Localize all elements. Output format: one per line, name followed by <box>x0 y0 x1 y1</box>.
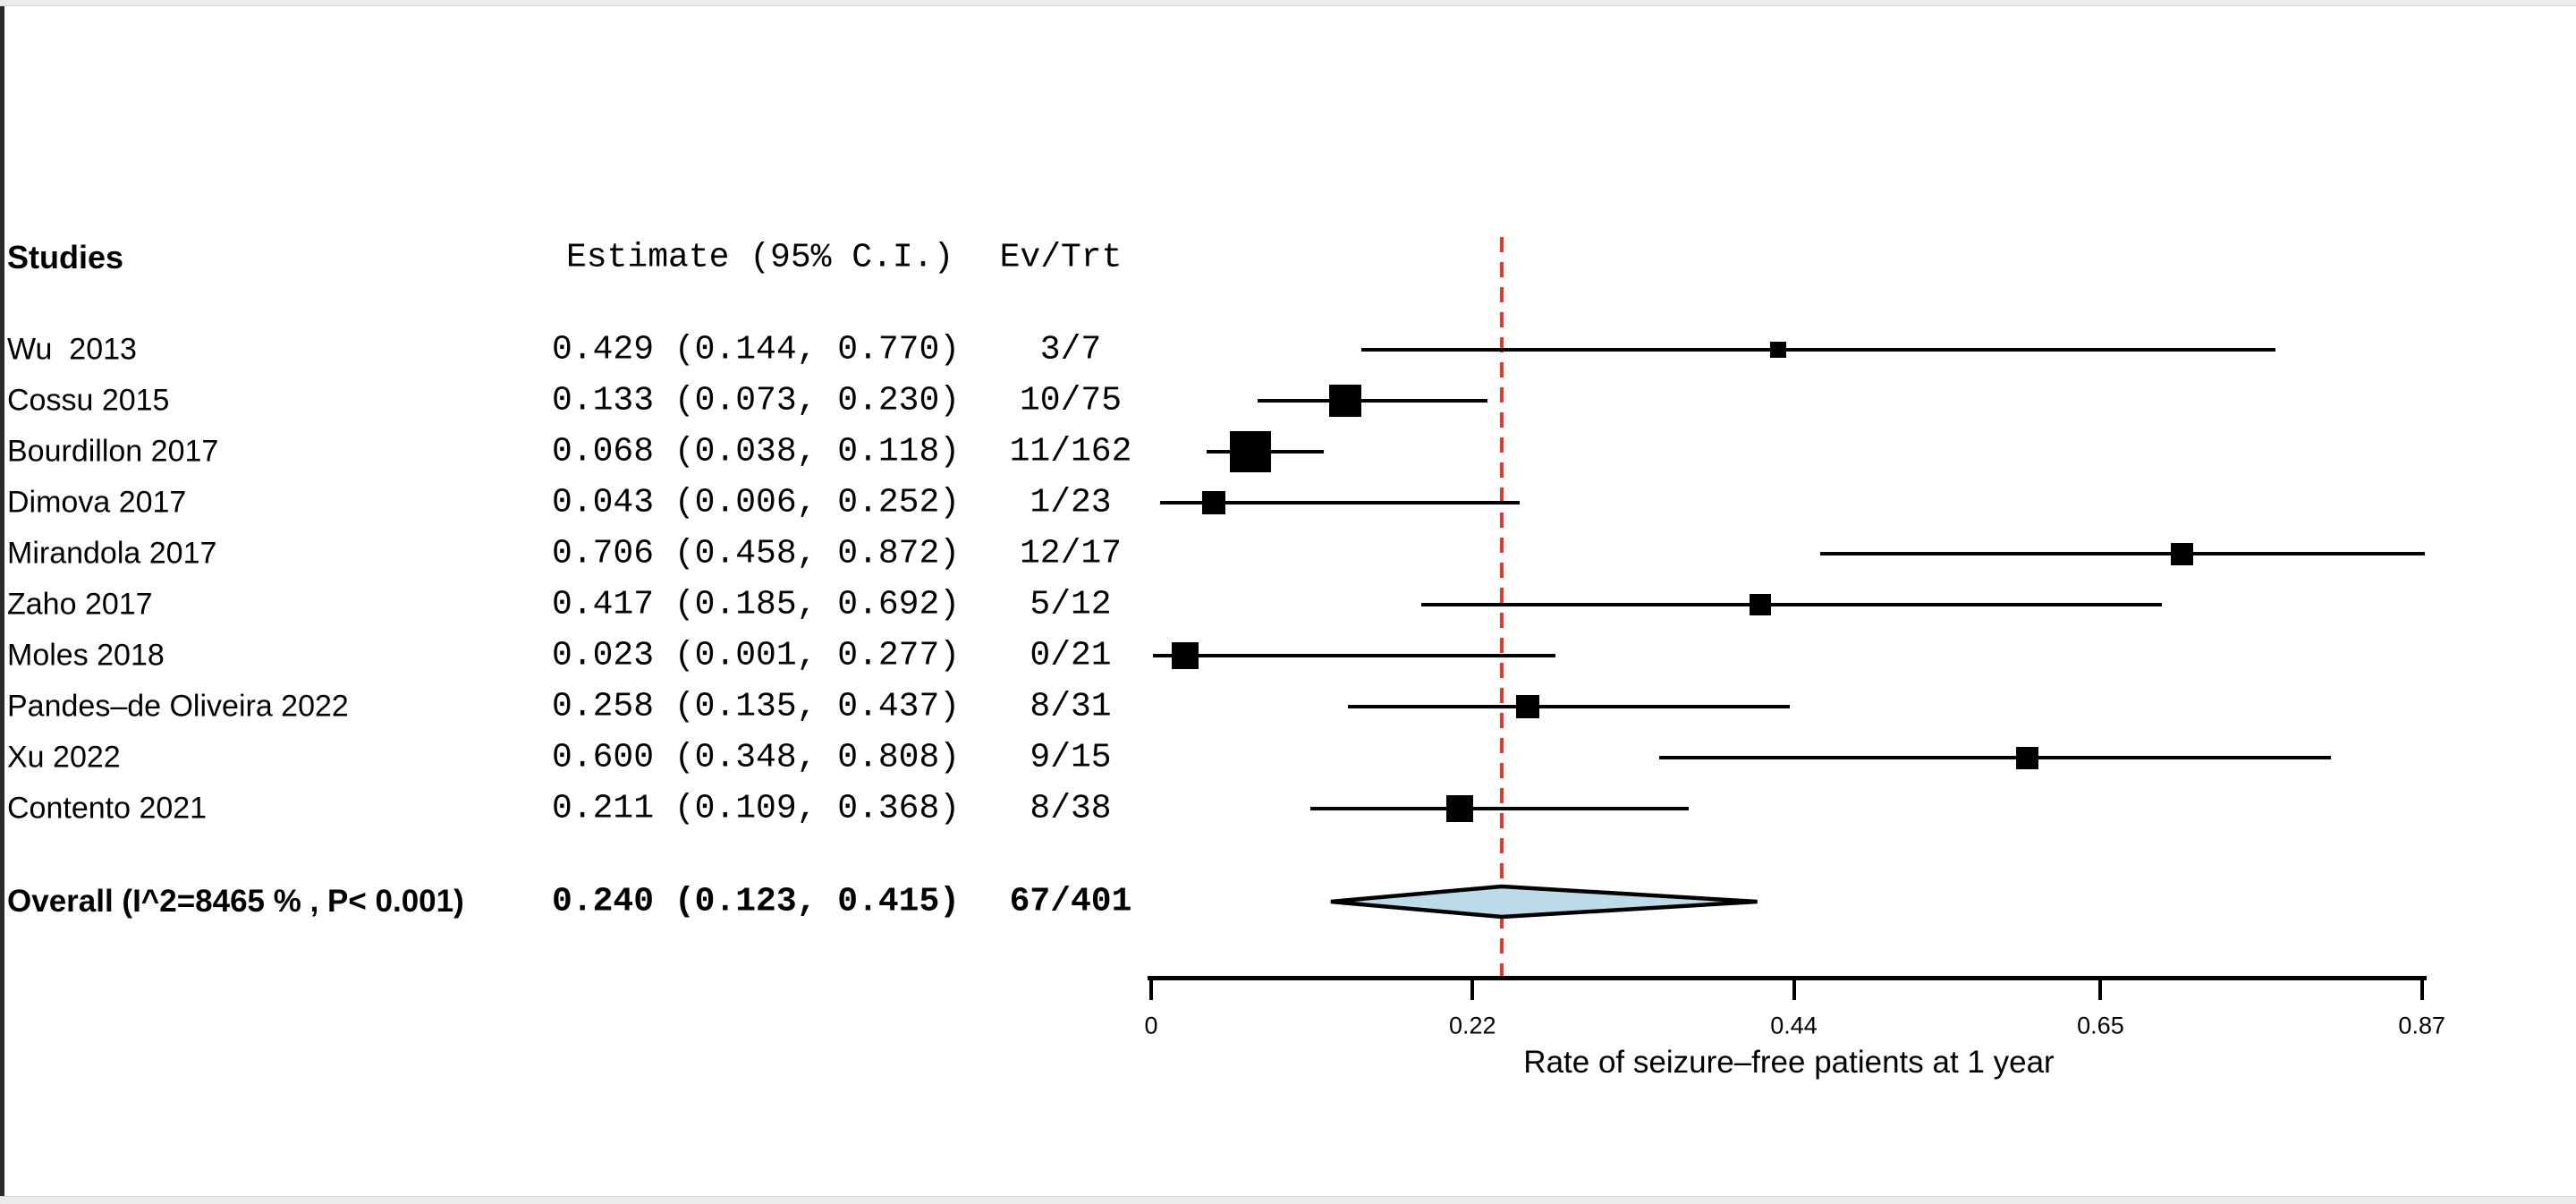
axis-tick-label: 0.44 <box>1770 1012 1818 1039</box>
overall-row-label: Overall (I^2=8465 % , P< 0.001) <box>7 884 464 919</box>
overall-ev-trt-text: 67/401 <box>1009 882 1132 921</box>
axis-tick-label: 0.65 <box>2077 1012 2124 1039</box>
ev-trt-text: 8/31 <box>1030 687 1112 726</box>
ci-line <box>1819 552 2425 555</box>
ev-trt-text: 1/23 <box>1030 483 1112 522</box>
overall-estimate-text: 0.240 (0.123, 0.415) <box>552 882 961 921</box>
ev-trt-text: 12/17 <box>1019 534 1123 573</box>
estimate-text: 0.043 (0.006, 0.252) <box>552 483 961 522</box>
estimate-text: 0.023 (0.001, 0.277) <box>552 636 961 675</box>
estimate-marker <box>1769 342 1786 358</box>
ev-trt-text: 0/21 <box>1030 636 1112 675</box>
window-top-edge <box>0 0 2576 6</box>
ci-line <box>1309 807 1689 810</box>
estimate-marker <box>1171 642 1199 669</box>
estimate-marker <box>2016 746 2039 769</box>
estimate-text: 0.429 (0.144, 0.770) <box>552 330 961 369</box>
estimate-text: 0.600 (0.348, 0.808) <box>552 738 961 777</box>
axis-tick-label: 0 <box>1144 1012 1158 1039</box>
x-axis-line <box>1148 976 2427 980</box>
ci-line <box>1258 399 1487 403</box>
axis-tick-label: 0.22 <box>1448 1012 1496 1039</box>
ev-trt-text: 11/162 <box>1009 432 1132 471</box>
ev-trt-text: 3/7 <box>1039 330 1102 369</box>
estimate-marker <box>1516 695 1540 718</box>
estimate-marker <box>1230 431 1272 472</box>
x-axis-title: Rate of seizure–free patients at 1 year <box>1523 1045 2055 1080</box>
window-bottom-edge <box>0 1196 2576 1204</box>
ev-trt-column-header: Ev/Trt <box>999 238 1123 277</box>
study-label: Zaho 2017 <box>7 587 153 622</box>
window-left-edge <box>0 6 4 1196</box>
ev-trt-text: 10/75 <box>1019 381 1123 420</box>
estimate-marker <box>1749 594 1771 615</box>
estimate-text: 0.068 (0.038, 0.118) <box>552 432 961 471</box>
ci-line <box>1159 501 1520 504</box>
axis-tick <box>1149 976 1153 1000</box>
estimate-text: 0.417 (0.185, 0.692) <box>552 585 961 624</box>
reference-line <box>1499 237 1504 976</box>
studies-column-header: Studies <box>7 239 124 276</box>
study-label: Dimova 2017 <box>7 485 187 520</box>
study-label: Cossu 2015 <box>7 383 170 418</box>
ci-line <box>1361 348 2276 352</box>
estimate-text: 0.211 (0.109, 0.368) <box>552 789 961 828</box>
study-label: Xu 2022 <box>7 740 121 775</box>
ci-line <box>1421 603 2163 606</box>
axis-tick <box>1470 976 1475 1000</box>
estimate-text: 0.258 (0.135, 0.437) <box>552 687 961 726</box>
estimate-text: 0.133 (0.073, 0.230) <box>552 381 961 420</box>
study-label: Moles 2018 <box>7 638 165 673</box>
estimate-marker <box>1202 491 1226 514</box>
ci-line <box>1659 756 2332 759</box>
study-label: Pandes–de Oliveira 2022 <box>7 689 349 724</box>
estimate-column-header: Estimate (95% C.I.) <box>566 238 954 277</box>
estimate-marker <box>2171 542 2194 565</box>
estimate-marker <box>1329 385 1362 417</box>
estimate-marker <box>1445 795 1473 822</box>
ev-trt-text: 8/38 <box>1030 789 1112 828</box>
study-label: Bourdillon 2017 <box>7 434 219 469</box>
axis-tick-label: 0.87 <box>2398 1012 2445 1039</box>
estimate-text: 0.706 (0.458, 0.872) <box>552 534 961 573</box>
ev-trt-text: 5/12 <box>1030 585 1112 624</box>
ev-trt-text: 9/15 <box>1030 738 1112 777</box>
study-label: Mirandola 2017 <box>7 536 217 571</box>
axis-tick <box>2419 976 2424 1000</box>
study-label: Wu 2013 <box>7 332 137 367</box>
axis-tick <box>1792 976 1796 1000</box>
axis-tick <box>2098 976 2103 1000</box>
ci-line <box>1152 654 1556 657</box>
ci-line <box>1348 705 1790 708</box>
study-label: Contento 2021 <box>7 791 208 826</box>
